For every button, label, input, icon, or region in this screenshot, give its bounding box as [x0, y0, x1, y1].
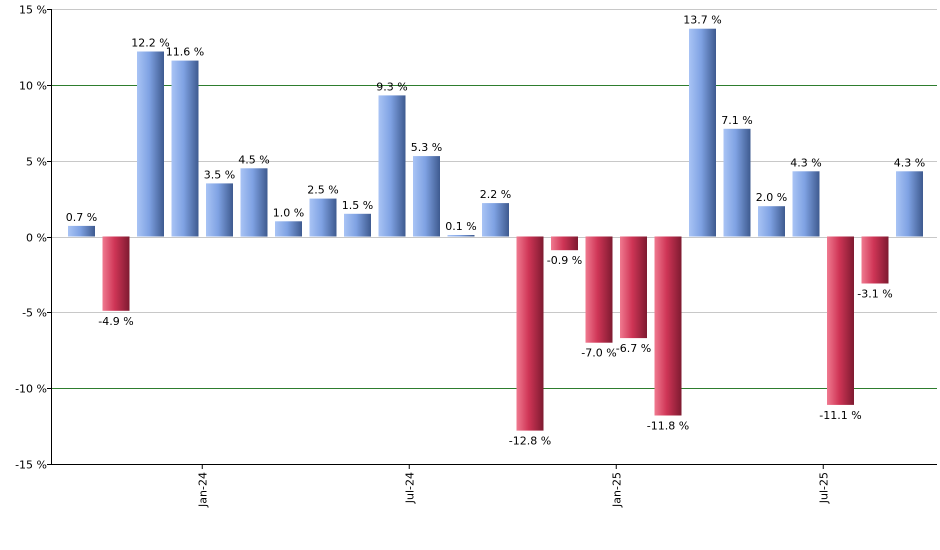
x-tick-label: Jul-25	[817, 472, 830, 504]
bar-value-label: 9.3 %	[376, 80, 407, 93]
bar	[413, 156, 440, 237]
bar	[654, 236, 682, 416]
bar	[689, 28, 716, 237]
bar	[344, 213, 371, 237]
bar-value-label: 0.7 %	[66, 211, 97, 224]
bar	[171, 60, 199, 237]
bar-value-label: -0.9 %	[547, 254, 582, 267]
bar-value-label: 2.0 %	[756, 191, 787, 204]
bar	[102, 236, 130, 311]
bar-value-label: -11.1 %	[819, 409, 861, 422]
y-tick-label: 10 %	[19, 80, 47, 93]
y-tick-label: 15 %	[19, 4, 47, 17]
bar	[206, 183, 233, 237]
bar-value-label: 1.0 %	[273, 206, 304, 219]
bar	[516, 236, 544, 431]
data-labels: 0.7 %-4.9 %12.2 %11.6 %3.5 %4.5 %1.0 %2.…	[66, 14, 925, 448]
bar-value-label: -3.1 %	[857, 288, 892, 301]
bar-value-label: 13.7 %	[683, 14, 721, 27]
bar-value-label: -11.8 %	[647, 420, 689, 433]
gridlines	[51, 9, 937, 389]
bar	[585, 236, 613, 343]
bar	[551, 236, 578, 251]
bar	[482, 203, 509, 237]
bar-value-label: 5.3 %	[411, 141, 442, 154]
y-tick-label: -5 %	[22, 307, 47, 320]
bar	[275, 221, 302, 237]
x-tick-label: Jul-24	[403, 472, 416, 504]
bar	[68, 225, 95, 237]
bar	[137, 51, 164, 237]
bar-value-label: -4.9 %	[98, 315, 133, 328]
axes: -15 % -10 % -5 % 0 % 5 % 10 % 15 % Jan-24 Jul-24…	[15, 4, 937, 508]
bar-value-label: 2.5 %	[307, 184, 338, 197]
x-tick-label: Jan-24	[196, 472, 209, 508]
bar-value-label: 4.3 %	[894, 156, 925, 169]
bar	[792, 171, 820, 237]
bar-value-label: 0.1 %	[445, 220, 476, 233]
bar-value-label: 7.1 %	[721, 114, 752, 127]
bar	[240, 168, 268, 237]
bar-value-label: 2.2 %	[480, 188, 511, 201]
bar	[620, 236, 647, 339]
x-tick-label: Jan-25	[610, 472, 623, 508]
bar	[723, 128, 751, 237]
bar	[447, 235, 475, 237]
bar	[896, 171, 923, 237]
bar-value-label: 11.6 %	[166, 46, 204, 59]
y-tick-label: 5 %	[26, 156, 47, 169]
bars	[68, 28, 923, 431]
y-tick-label: -15 %	[15, 459, 47, 472]
bar-value-label: 12.2 %	[131, 37, 169, 50]
bar-value-label: -6.7 %	[616, 342, 651, 355]
bar-value-label: -12.8 %	[509, 435, 551, 448]
bar	[861, 236, 889, 284]
y-tick-label: -10 %	[15, 383, 47, 396]
bar-value-label: 4.3 %	[790, 156, 821, 169]
bar-value-label: 1.5 %	[342, 199, 373, 212]
bar	[309, 198, 337, 237]
bar-value-label: 3.5 %	[204, 168, 235, 181]
bar-value-label: -7.0 %	[581, 347, 616, 360]
bar-value-label: 4.5 %	[238, 153, 269, 166]
bar	[827, 236, 854, 405]
bar	[758, 206, 785, 237]
bar	[378, 95, 406, 237]
y-tick-label: 0 %	[26, 232, 47, 245]
